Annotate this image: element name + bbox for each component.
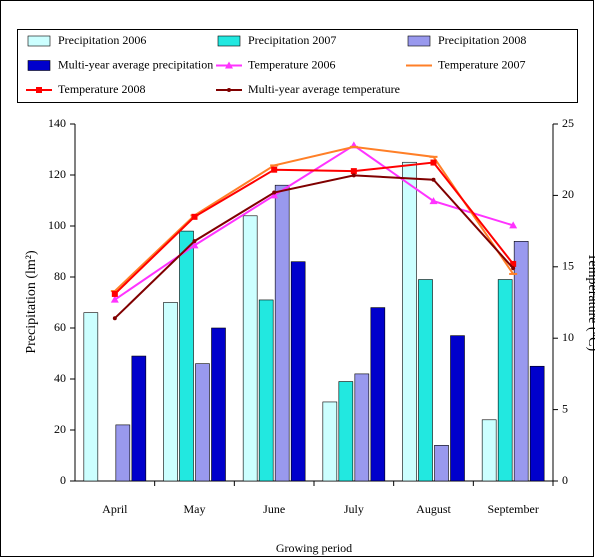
y-tick-label: 60: [54, 320, 66, 334]
legend-swatch: [27, 60, 51, 71]
point: [511, 266, 516, 271]
point: [429, 155, 438, 158]
bar: [418, 279, 433, 482]
legend-label: Multi-year average temperature: [248, 82, 400, 96]
point: [111, 290, 118, 297]
point: [270, 191, 279, 199]
line: [114, 174, 514, 319]
bar: [83, 312, 99, 482]
bar: [115, 424, 131, 482]
bar: [195, 363, 210, 482]
bar: [497, 279, 513, 482]
point: [192, 239, 197, 244]
bar: [434, 444, 449, 482]
bar: [242, 215, 258, 482]
point: [349, 145, 358, 148]
x-tick-label: July: [344, 502, 364, 516]
line: [114, 161, 514, 295]
point: [509, 221, 518, 229]
bar: [481, 419, 497, 482]
legend-frame: [17, 29, 578, 103]
point: [431, 177, 436, 182]
bar: [354, 373, 370, 482]
point: [351, 173, 356, 178]
bar: [211, 327, 226, 482]
line: [114, 145, 514, 292]
point: [272, 190, 277, 195]
x-tick-label: September: [488, 502, 539, 516]
point: [429, 197, 438, 205]
legend-swatch: [27, 35, 51, 47]
legend-label: Temperature 2008: [58, 82, 145, 96]
bar: [258, 299, 274, 482]
legend-label: Precipitation 2008: [438, 33, 526, 47]
legend-marker: [415, 64, 423, 67]
point: [430, 159, 437, 166]
y2-tick-label: 15: [562, 259, 574, 273]
y2-axis-label: Temperature (⁰C): [585, 253, 595, 352]
bar: [513, 241, 529, 482]
y2-tick-label: 10: [562, 330, 574, 344]
legend-marker: [225, 61, 233, 69]
legend-label: Multi-year average precipitation: [58, 57, 213, 71]
point: [509, 272, 518, 275]
x-tick-label: April: [102, 502, 128, 516]
point: [270, 164, 279, 167]
point: [350, 168, 357, 175]
y2-tick-label: 0: [562, 473, 568, 487]
y-tick-label: 0: [60, 473, 66, 487]
point: [112, 316, 117, 321]
x-axis-label: Growing period: [276, 541, 352, 555]
x-tick-label: June: [263, 502, 285, 516]
bar: [450, 335, 465, 482]
x-tick-label: August: [416, 502, 451, 516]
legend-marker: [36, 87, 42, 93]
bar: [274, 184, 290, 482]
point: [190, 241, 199, 249]
x-tick-label: May: [184, 502, 206, 516]
legend-label: Temperature 2006: [248, 57, 335, 71]
bar: [290, 261, 306, 482]
y-tick-label: 140: [48, 116, 66, 130]
legend-marker: [227, 88, 231, 92]
legend-label: Temperature 2007: [438, 57, 525, 71]
y-tick-label: 40: [54, 371, 66, 385]
bar: [322, 401, 338, 482]
legend-swatch: [407, 35, 431, 47]
legend-label: Precipitation 2007: [248, 33, 336, 47]
bar: [131, 355, 147, 482]
y2-tick-label: 20: [562, 187, 574, 201]
point: [110, 295, 119, 303]
bar: [163, 302, 178, 482]
point: [271, 166, 278, 173]
y-axis-label: Precipitation (lm²): [24, 250, 39, 354]
bar: [402, 161, 417, 482]
y2-tick-label: 5: [562, 401, 568, 415]
legend-label: Precipitation 2006: [58, 33, 146, 47]
y2-tick-label: 25: [562, 116, 574, 130]
y-tick-label: 80: [54, 269, 66, 283]
bar: [370, 307, 386, 482]
bar: [338, 381, 354, 482]
y-tick-label: 120: [48, 167, 66, 181]
point: [510, 260, 517, 267]
point: [191, 213, 198, 220]
y-tick-label: 20: [54, 422, 66, 436]
legend-swatch: [217, 35, 241, 47]
bar: [179, 230, 194, 482]
bar: [529, 365, 545, 482]
y-tick-label: 100: [48, 218, 66, 232]
